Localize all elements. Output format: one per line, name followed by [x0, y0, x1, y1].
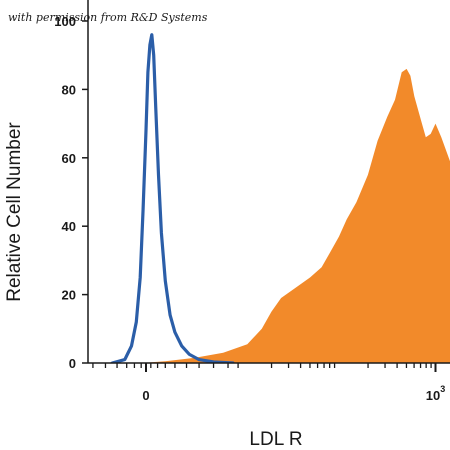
y-axis-title: Relative Cell Number — [4, 122, 25, 302]
y-tick-label: 100 — [54, 14, 76, 29]
series-sample-histogram — [141, 68, 450, 363]
x-tick-label: 103 — [426, 384, 445, 403]
y-tick-label: 0 — [69, 356, 76, 371]
y-tick-label: 60 — [62, 151, 76, 166]
watermark-text: with permission from R&D Systems — [8, 11, 208, 24]
y-tick-label: 80 — [62, 82, 76, 97]
y-tick-label: 40 — [62, 219, 76, 234]
x-tick-label: 0 — [142, 388, 149, 403]
series-control-histogram — [110, 33, 235, 363]
x-axis-title: LDL R — [249, 429, 302, 450]
y-tick-label: 20 — [62, 288, 76, 303]
